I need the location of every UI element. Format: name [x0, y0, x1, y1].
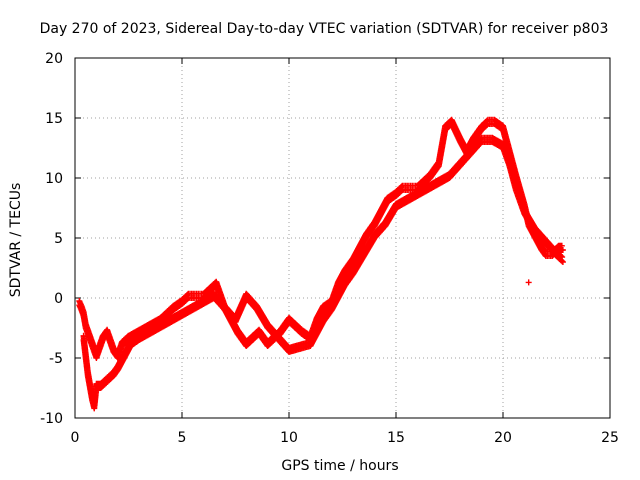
data-point — [558, 253, 565, 260]
plot-frame — [74, 57, 611, 419]
data-point — [559, 247, 566, 253]
x-tick-label: 25 — [601, 430, 619, 446]
x-tick-label: 0 — [71, 430, 80, 446]
y-axis-label: SDTVAR / TECUs — [8, 183, 24, 298]
y-tick-label: -10 — [40, 411, 63, 427]
data-points — [76, 116, 566, 412]
data-point — [525, 279, 532, 286]
data-point — [558, 242, 565, 249]
data-point — [559, 254, 566, 261]
y-tick-label: 15 — [45, 111, 63, 127]
y-tick-label: 10 — [45, 171, 63, 187]
x-axis-label: GPS time / hours — [281, 458, 398, 474]
axis-ticks: 0 5 10 15 20 25 -10 -5 0 5 10 15 20 — [40, 51, 619, 446]
grid-lines — [75, 58, 610, 418]
y-tick-label: -5 — [49, 351, 63, 367]
x-tick-label: 10 — [280, 430, 298, 446]
data-point — [559, 259, 566, 265]
y-tick-label: 20 — [45, 51, 63, 67]
x-tick-label: 5 — [178, 430, 187, 446]
x-tick-label: 20 — [494, 430, 512, 446]
chart-title: Day 270 of 2023, Sidereal Day-to-day VTE… — [40, 21, 609, 37]
y-tick-label: 0 — [54, 291, 63, 307]
x-tick-label: 15 — [387, 430, 405, 446]
y-tick-label: 5 — [54, 231, 63, 247]
